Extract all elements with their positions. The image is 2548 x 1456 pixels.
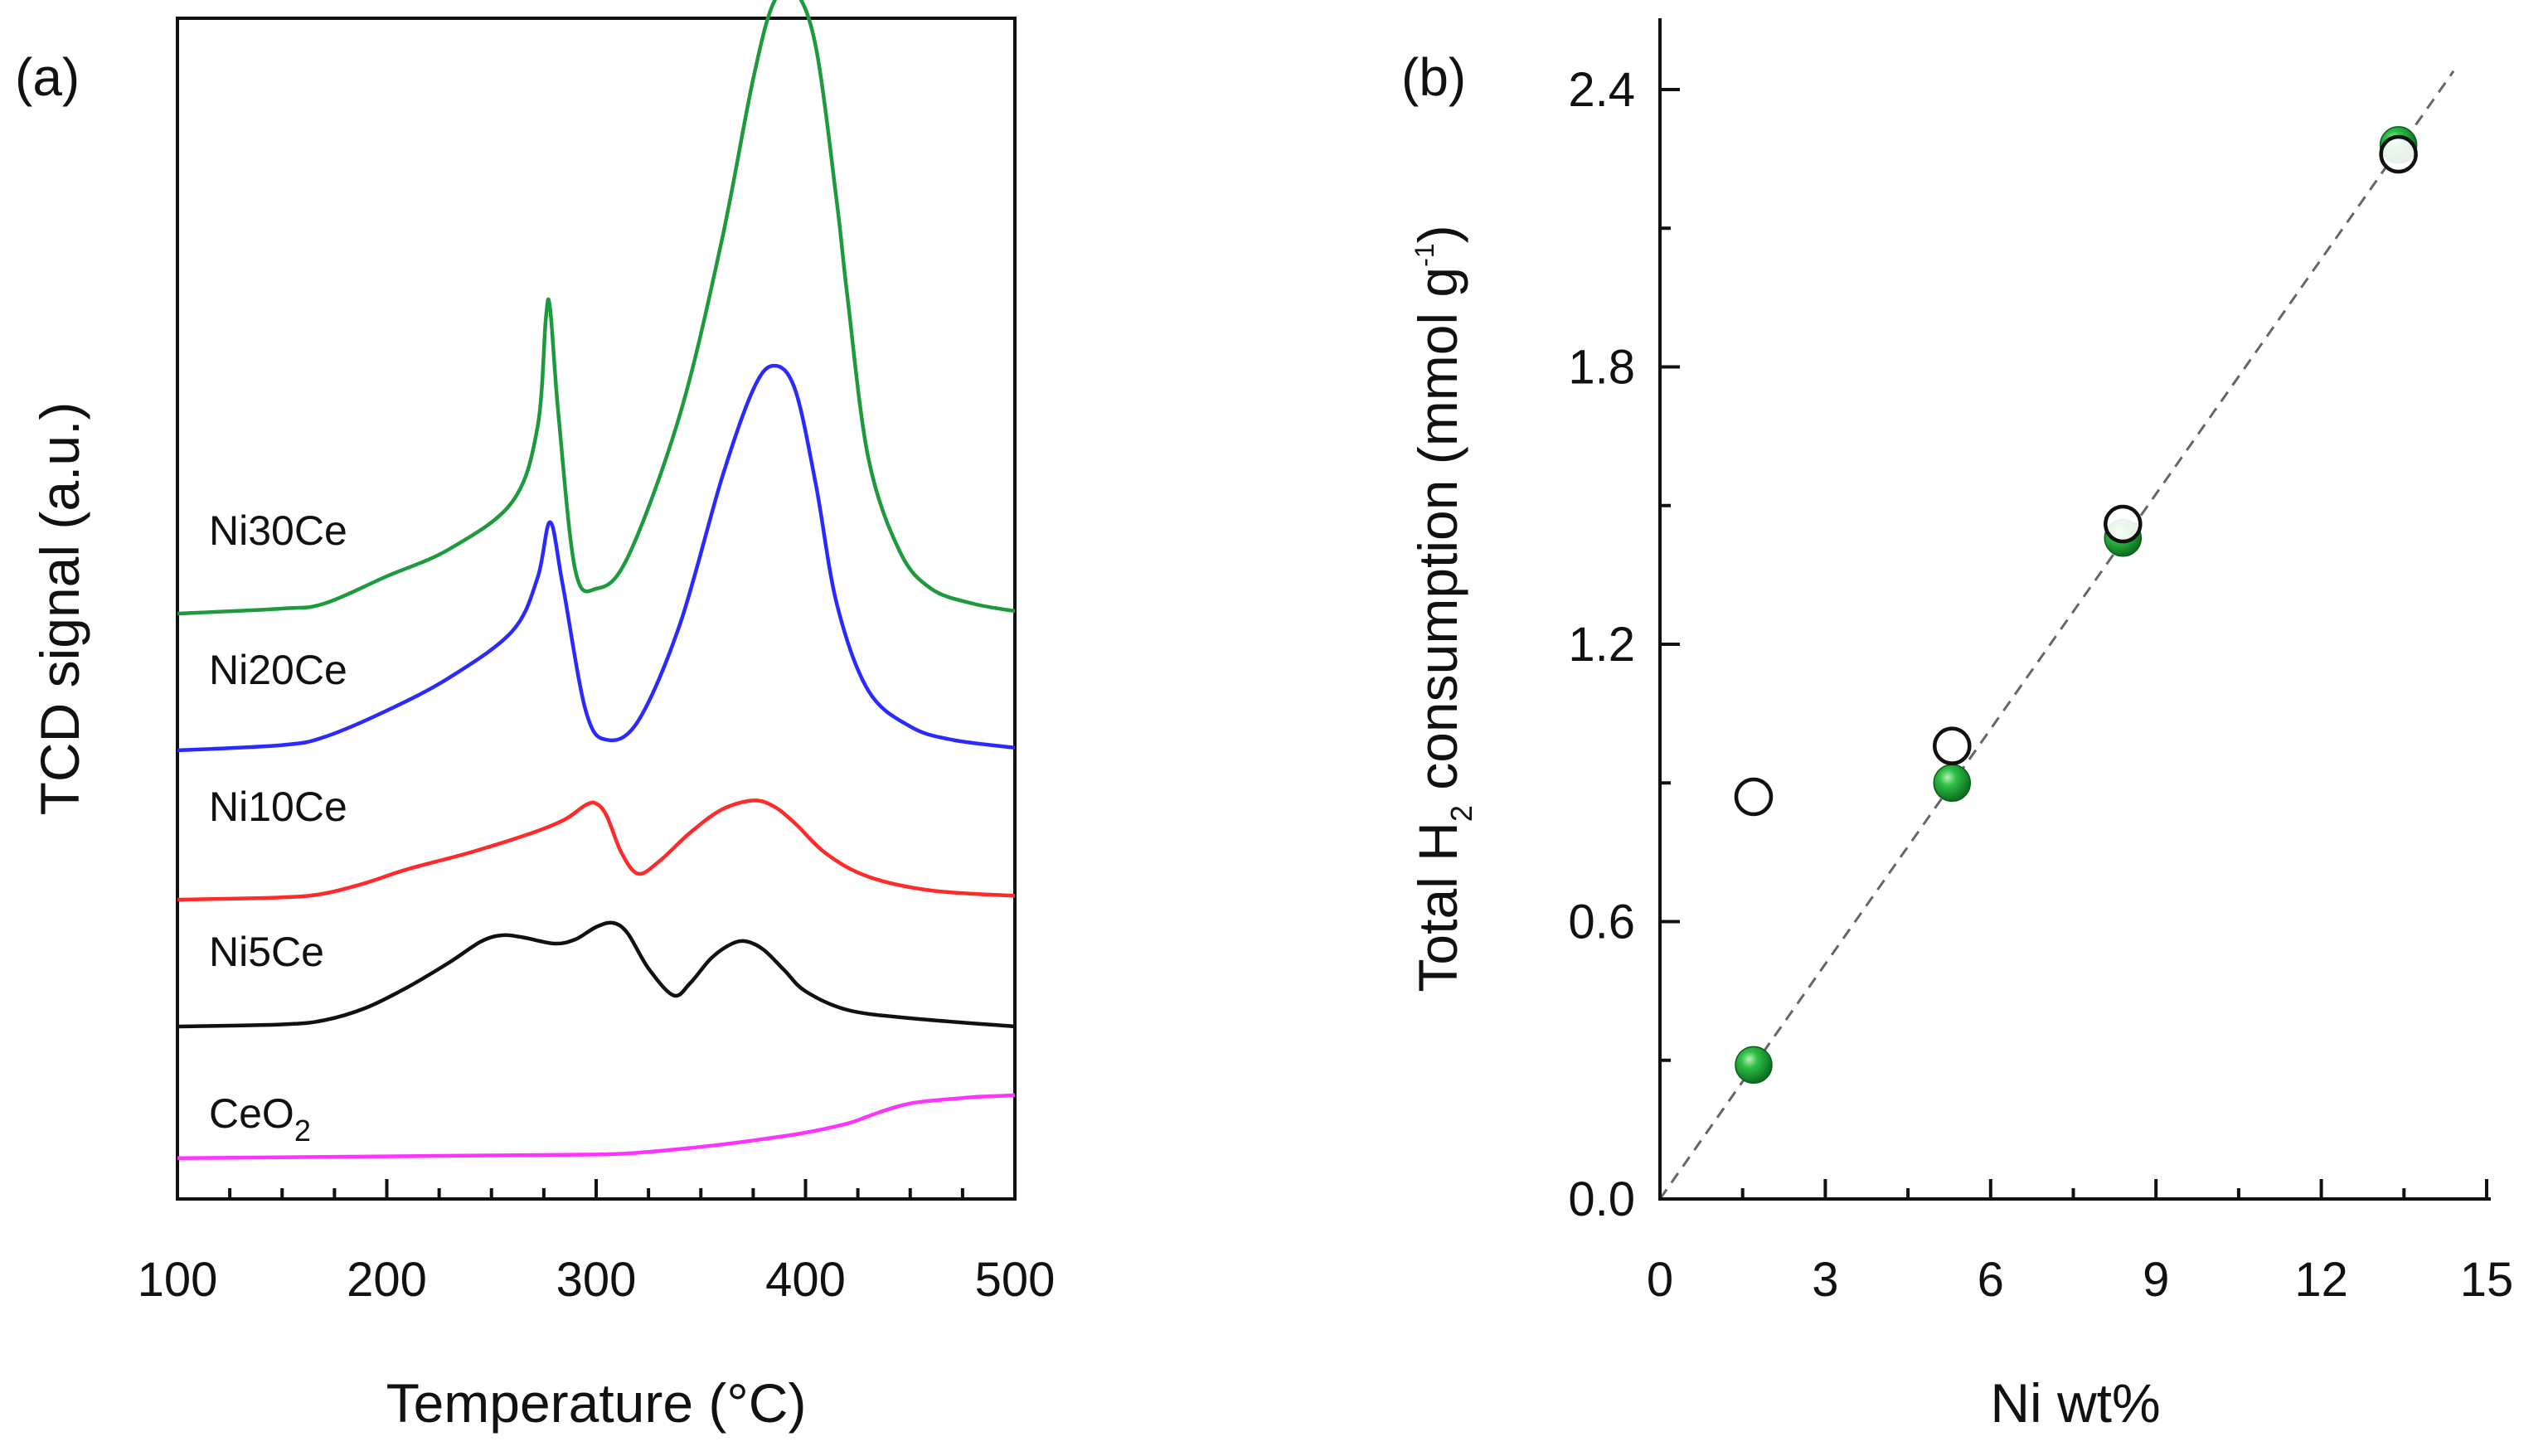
y-title-part-1: Total H (1407, 822, 1468, 992)
panel-b-x-tick-label: 3 (1812, 1253, 1838, 1307)
series-label-ni30ce: Ni30Ce (209, 507, 347, 554)
y-title-sup: -1 (1410, 243, 1439, 266)
panel-b-x-tick-label: 9 (2143, 1253, 2169, 1307)
y-title-part-2: consumption (mmol g (1407, 267, 1468, 805)
y-title-part-3: ) (1407, 225, 1468, 243)
data-point-filled (1735, 1046, 1773, 1085)
series-curve-ni10ce (177, 798, 1016, 902)
data-point-filled (1933, 764, 1972, 802)
series-label-main: Ni10Ce (209, 784, 347, 830)
panel-a-tick-label: 400 (765, 1253, 846, 1307)
data-point-open (1933, 726, 1972, 765)
series-label-main: CeO (209, 1090, 294, 1137)
panel-b-fit-line (1658, 70, 2455, 1200)
panel-b-points (1734, 126, 2418, 1085)
panel-b-y-tick-label: 0.6 (1568, 895, 1635, 949)
panel-b-label: (b) (1401, 47, 1466, 107)
panel-a-tick-label: 300 (556, 1253, 637, 1307)
series-label-main: Ni30Ce (209, 507, 347, 554)
panel-a-tick-label: 100 (138, 1253, 218, 1307)
panel-a-tick-label: 200 (347, 1253, 427, 1307)
data-point-open (2379, 134, 2418, 174)
series-label-ni10ce: Ni10Ce (209, 784, 347, 830)
series-label-ni20ce: Ni20Ce (209, 647, 347, 693)
panel-b-x-axis-title: Ni wt% (1990, 1372, 2160, 1434)
panel-a-x-axis-title: Temperature (°C) (386, 1372, 807, 1434)
series-label-subscript: 2 (294, 1114, 311, 1148)
panel-b-y-tick-label: 1.8 (1568, 341, 1635, 395)
panel-b-y-tick-label: 1.2 (1568, 618, 1635, 672)
panel-b-x-tick-label: 0 (1647, 1253, 1673, 1307)
series-label-main: Ni5Ce (209, 929, 324, 975)
series-label-ceo2: CeO2 (209, 1090, 311, 1148)
panel-b-x-tick-label: 12 (2294, 1253, 2348, 1307)
panel-a-y-axis-title: TCD signal (a.u.) (29, 402, 90, 816)
panel-b: (b) 0 3 6 9 12 15 0.0 0.6 1.2 1.8 2.4 Ni wt% Total… (1401, 18, 2513, 1434)
data-point-open (1734, 777, 1774, 817)
panel-a-series-labels: CeO2 Ni5Ce Ni10Ce Ni20Ce Ni30Ce (209, 507, 347, 1148)
y-title-sub: 2 (1444, 805, 1478, 822)
series-curve-ceo2 (177, 1093, 1016, 1161)
series-curve-ni30ce (177, 0, 1016, 616)
series-curve-ni5ce (177, 920, 1016, 1029)
series-label-ni5ce: Ni5Ce (209, 929, 324, 975)
panel-b-ticks: 0 3 6 9 12 15 0.0 0.6 1.2 1.8 2.4 (1568, 63, 2513, 1307)
panel-b-x-tick-label: 15 (2460, 1253, 2514, 1307)
series-label-main: Ni20Ce (209, 647, 347, 693)
series-curve-ni20ce (177, 363, 1016, 753)
panel-a-tick-label: 500 (975, 1253, 1056, 1307)
panel-b-y-tick-label: 2.4 (1568, 63, 1635, 117)
panel-a-x-ticks: 100 200 300 400 500 (138, 1179, 1056, 1307)
data-point-open (2104, 504, 2143, 544)
panel-b-x-tick-label: 6 (1978, 1253, 2004, 1307)
panel-a-label: (a) (15, 47, 80, 107)
panel-b-y-axis-title: Total H2 consumption (mmol g-1) (1407, 225, 1478, 992)
panel-b-y-tick-label: 0.0 (1568, 1172, 1635, 1226)
panel-a: (a) 100 200 300 400 500 CeO2 Ni5Ce Ni10Ce Ni20C… (15, 0, 1055, 1434)
panel-a-curves (177, 0, 1016, 1161)
